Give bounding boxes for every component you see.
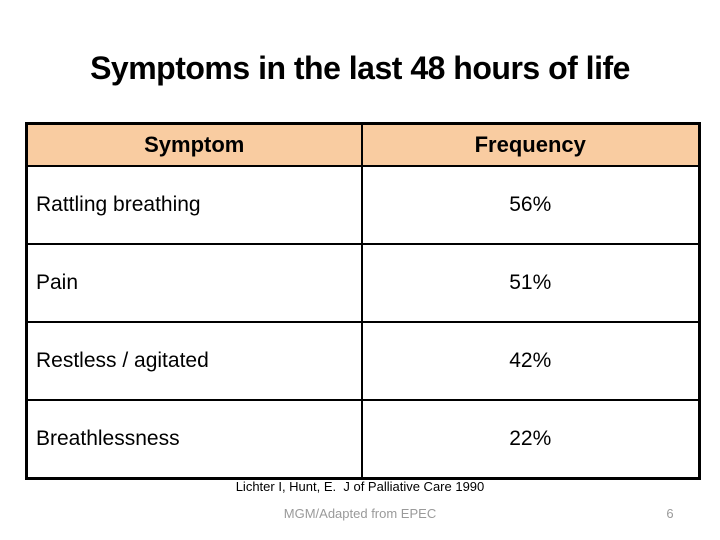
symptom-cell: Rattling breathing	[25, 165, 363, 245]
slide-title: Symptoms in the last 48 hours of life	[90, 50, 630, 86]
table-row: Breathlessness 22%	[25, 399, 701, 480]
frequency-cell: 56%	[360, 165, 701, 245]
symptom-frequency-table: Symptom Frequency Rattling breathing 56%…	[25, 122, 701, 480]
frequency-cell: 51%	[360, 243, 701, 323]
page-number: 6	[666, 506, 674, 521]
symptom-cell: Restless / agitated	[25, 321, 363, 401]
table-row: Pain 51%	[25, 243, 701, 323]
table-header-row: Symptom Frequency	[25, 122, 701, 167]
symptom-cell: Pain	[25, 243, 363, 323]
frequency-cell: 42%	[360, 321, 701, 401]
table-row: Rattling breathing 56%	[25, 165, 701, 245]
column-header-symptom: Symptom	[25, 122, 363, 167]
attribution-text: MGM/Adapted from EPEC	[283, 506, 437, 521]
table-row: Restless / agitated 42%	[25, 321, 701, 401]
citation-text: Lichter I, Hunt, E. J of Palliative Care…	[235, 479, 485, 494]
frequency-cell: 22%	[360, 399, 701, 480]
symptom-cell: Breathlessness	[25, 399, 363, 480]
column-header-frequency: Frequency	[360, 122, 701, 167]
